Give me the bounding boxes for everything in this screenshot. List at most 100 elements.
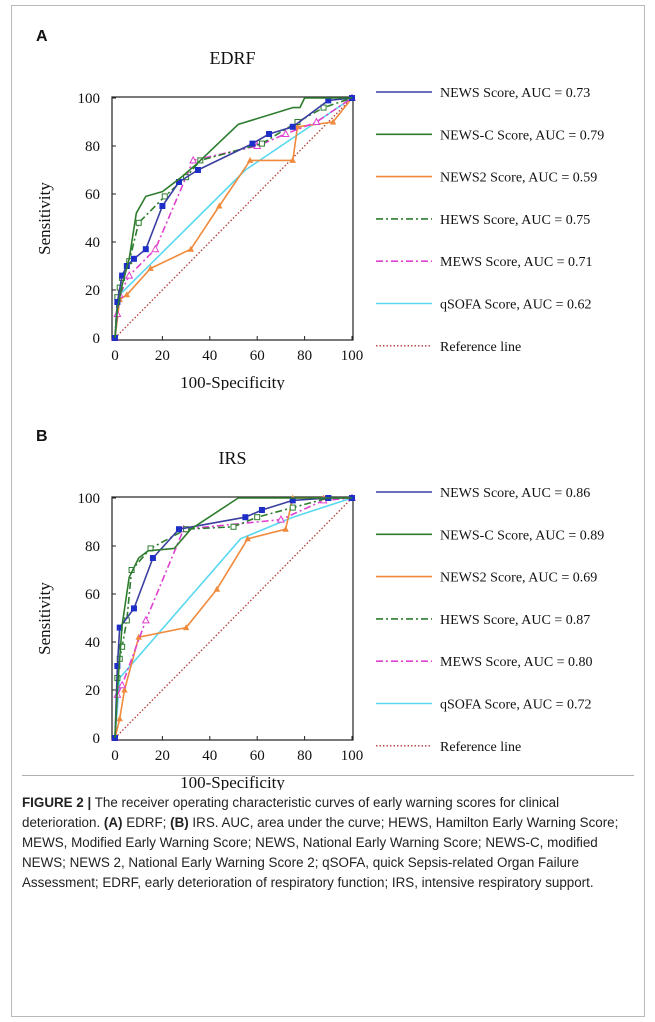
x-tick-label: 40 — [202, 348, 217, 364]
data-point — [329, 118, 337, 125]
x-tick-label: 40 — [202, 748, 217, 764]
series-news-c-curve — [114, 97, 352, 339]
data-point — [194, 167, 201, 173]
caption-b-label: (B) — [170, 815, 189, 830]
x-tick-label: 0 — [111, 748, 119, 764]
x-tick-label: 80 — [297, 748, 312, 764]
legend-entry-news2: NEWS2 Score, AUC = 0.59 — [376, 171, 597, 186]
data-point — [161, 193, 168, 200]
legend-label: qSOFA Score, AUC = 0.72 — [440, 698, 592, 713]
series-reference-curve — [114, 97, 353, 339]
data-point — [118, 680, 127, 689]
data-point — [244, 535, 251, 542]
legend-label: NEWS2 Score, AUC = 0.69 — [440, 571, 597, 586]
data-point — [141, 615, 150, 624]
y-tick-label: 0 — [93, 331, 101, 347]
data-point — [142, 246, 149, 253]
y-axis-title: Sensitivity — [35, 182, 54, 255]
caption-part1: The receiver operating characteristic cu… — [22, 795, 560, 830]
chart-title: EDRF — [209, 48, 255, 68]
legend-entry-news: NEWS Score, AUC = 0.73 — [376, 86, 590, 101]
series-reference-curve — [114, 497, 353, 739]
data-point — [281, 129, 290, 137]
x-axis-title: 100-Specificity — [180, 773, 285, 790]
y-tick-label: 80 — [85, 539, 100, 555]
data-point — [149, 555, 156, 561]
data-point — [175, 526, 182, 533]
legend-entry-reference: Reference line — [376, 340, 521, 355]
legend-entry-news: NEWS Score, AUC = 0.86 — [376, 486, 590, 501]
data-point — [182, 624, 190, 631]
legend-label: MEWS Score, AUC = 0.71 — [440, 255, 593, 270]
data-point — [320, 104, 327, 111]
y-tick-label: 60 — [85, 187, 100, 203]
data-point — [183, 526, 190, 533]
data-point — [121, 686, 128, 693]
caption-divider — [22, 775, 634, 776]
legend-entry-mews: MEWS Score, AUC = 0.80 — [376, 655, 593, 670]
legend-label: qSOFA Score, AUC = 0.62 — [440, 298, 592, 313]
legend-entry-qsofa: qSOFA Score, AUC = 0.62 — [376, 298, 592, 313]
series-line — [114, 97, 352, 339]
data-point — [276, 515, 285, 523]
data-point — [289, 156, 296, 163]
y-tick-label: 0 — [93, 731, 101, 747]
legend-label: NEWS Score, AUC = 0.73 — [440, 86, 590, 101]
x-tick-label: 80 — [297, 348, 312, 364]
data-point — [294, 123, 301, 130]
x-tick-label: 0 — [111, 348, 119, 364]
data-point — [130, 255, 137, 262]
data-point — [282, 525, 289, 532]
panel-label-b: B — [36, 428, 48, 445]
data-point — [147, 264, 154, 271]
legend-label: Reference line — [440, 740, 521, 755]
caption-label: FIGURE 2 | — [22, 795, 92, 810]
data-point — [258, 140, 265, 147]
data-point — [266, 131, 273, 137]
roc-chart-edrf: EDRF 0 20 40 60 80 100 0 20 40 60 80 100 100-Specific… — [35, 48, 604, 390]
figure-frame — [11, 5, 645, 1017]
caption-a-label: (A) — [103, 815, 123, 830]
plot-frame — [111, 496, 354, 741]
y-tick-label: 60 — [85, 587, 100, 603]
legend-entry-hews: HEWS Score, AUC = 0.75 — [376, 213, 590, 228]
chart-title: IRS — [218, 448, 246, 468]
legend-label: NEWS2 Score, AUC = 0.59 — [440, 171, 597, 186]
y-tick-label: 40 — [85, 635, 100, 651]
data-point — [289, 504, 296, 511]
series-line — [114, 497, 352, 739]
data-point — [135, 219, 142, 226]
data-point — [151, 244, 160, 253]
data-point — [289, 123, 296, 130]
x-axis-title: 100-Specificity — [180, 373, 285, 390]
series-line — [114, 497, 353, 739]
legend-entry-news-c: NEWS-C Score, AUC = 0.89 — [376, 528, 604, 543]
data-point — [254, 514, 261, 521]
data-point — [119, 643, 126, 650]
legend-entry-qsofa: qSOFA Score, AUC = 0.72 — [376, 698, 592, 713]
legend-entry-reference: Reference line — [376, 740, 521, 755]
x-tick-label: 60 — [250, 748, 265, 764]
data-point — [312, 117, 321, 125]
series-news-c-curve — [114, 497, 352, 739]
legend-label: NEWS-C Score, AUC = 0.89 — [440, 528, 604, 543]
legend-label: Reference line — [440, 340, 521, 355]
data-point — [187, 245, 195, 252]
series-line — [114, 97, 353, 339]
legend-entry-mews: MEWS Score, AUC = 0.71 — [376, 255, 593, 270]
legend-label: NEWS-C Score, AUC = 0.79 — [440, 128, 604, 143]
data-point — [230, 523, 237, 530]
y-axis-title: Sensitivity — [35, 582, 54, 655]
data-point — [123, 291, 131, 298]
caption-part3: IRS. AUC, area under the curve; HEWS, Ha… — [22, 815, 619, 890]
legend-label: NEWS Score, AUC = 0.86 — [440, 486, 590, 501]
roc-chart-irs: IRS 0 20 40 60 80 100 0 20 40 60 80 100 100-Specifici… — [35, 448, 604, 790]
figure-caption: FIGURE 2 | The receiver operating charac… — [22, 793, 627, 893]
legend-entry-news-c: NEWS-C Score, AUC = 0.79 — [376, 128, 604, 143]
legend-label: HEWS Score, AUC = 0.75 — [440, 213, 590, 228]
caption-part2: EDRF; — [122, 815, 171, 830]
series-line — [114, 497, 353, 739]
legend-entry-hews: HEWS Score, AUC = 0.87 — [376, 613, 590, 628]
data-point — [242, 514, 249, 521]
series-qsofa-curve — [114, 497, 353, 739]
